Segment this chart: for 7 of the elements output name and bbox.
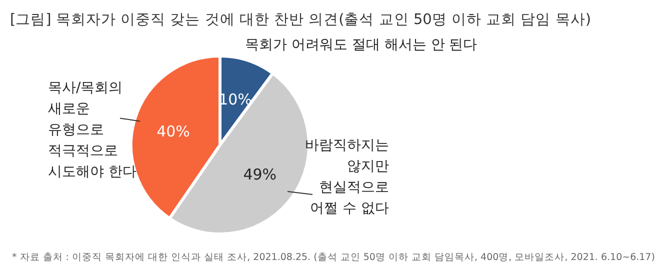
- slice-label: 목사/목회의 새로운 유형으로 적극적으로 시도해야 한다: [48, 80, 136, 180]
- data-label: 49%: [243, 165, 277, 184]
- slice-label: 목회가 어려워도 절대 해서는 안 된다: [244, 37, 478, 53]
- data-label: 40%: [156, 122, 190, 140]
- text: * 자료 출처 : 이중직 목회자에 대한 인식과 실태 조사, 2021.08.25. (출석 교인 50명 이하 교회 담임목사, 400명, 모바일조사, 2021. 6.10~6.17): [12, 252, 655, 263]
- chart-title: [그림] 목회자가 이중직 갖는 것에 대한 찬반 의견(출석 교인 50명 이하 교회 담임 목사): [10, 12, 591, 28]
- slice-label: 바람직하지는 않지만 현실적으로 어쩔 수 없다: [305, 137, 389, 216]
